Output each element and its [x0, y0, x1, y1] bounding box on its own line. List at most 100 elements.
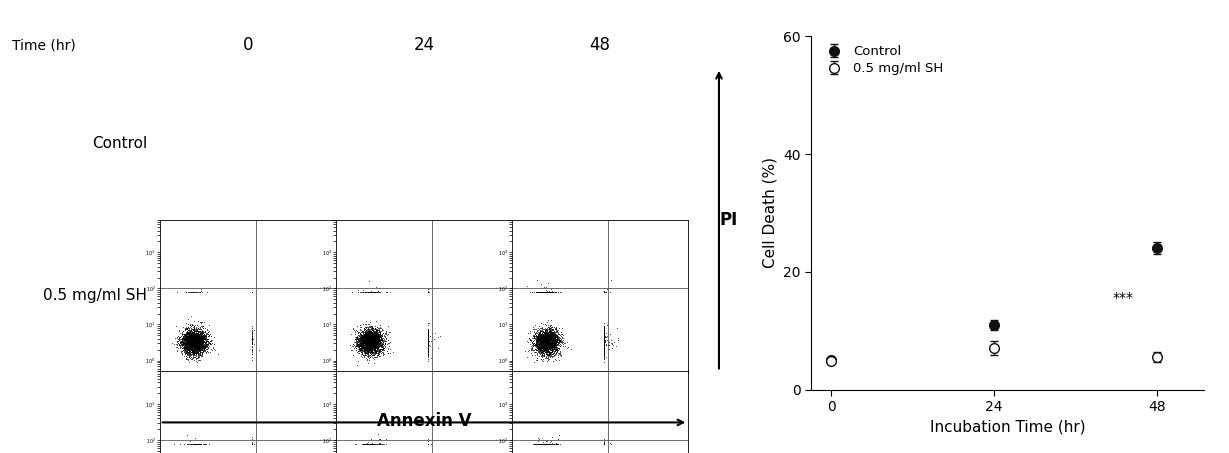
Point	[193, 327, 213, 334]
Point	[187, 341, 206, 348]
Point	[418, 335, 438, 342]
Point	[367, 335, 387, 342]
Point	[175, 336, 194, 343]
Point	[595, 349, 614, 357]
Point	[178, 349, 198, 356]
Point	[595, 334, 614, 342]
Point	[190, 335, 210, 342]
Point	[532, 336, 552, 343]
Point	[353, 328, 372, 335]
Point	[361, 332, 381, 339]
Point	[595, 288, 614, 295]
Point	[355, 337, 375, 345]
Point	[543, 329, 563, 337]
Point	[359, 338, 379, 346]
Point	[242, 440, 262, 447]
Point	[418, 440, 438, 447]
Point	[184, 335, 204, 342]
Point	[187, 341, 206, 348]
Point	[183, 337, 203, 344]
Point	[541, 341, 560, 348]
Point	[186, 440, 205, 447]
Point	[186, 337, 205, 344]
Point	[538, 332, 558, 339]
Point	[188, 335, 208, 342]
Point	[369, 342, 388, 349]
Point	[522, 351, 542, 358]
Point	[361, 344, 381, 352]
Point	[189, 346, 209, 353]
Point	[526, 335, 546, 342]
Point	[366, 327, 386, 334]
Point	[532, 345, 552, 352]
Point	[195, 342, 215, 350]
Point	[192, 336, 211, 343]
Point	[363, 335, 382, 342]
Point	[531, 339, 551, 347]
Point	[418, 440, 438, 447]
Point	[350, 329, 370, 337]
Point	[372, 341, 392, 348]
Point	[176, 349, 195, 356]
Point	[365, 344, 385, 352]
Point	[363, 328, 382, 335]
Point	[595, 288, 614, 295]
Point	[361, 337, 381, 345]
Point	[184, 331, 204, 338]
Point	[541, 351, 560, 358]
Point	[535, 340, 554, 347]
Point	[528, 332, 548, 339]
Point	[355, 335, 375, 342]
Point	[542, 347, 562, 354]
Point	[526, 348, 546, 355]
Point	[364, 328, 383, 335]
Point	[537, 335, 557, 342]
Point	[595, 288, 614, 295]
Point	[359, 288, 379, 295]
Point	[193, 340, 213, 347]
Point	[541, 342, 560, 349]
Point	[418, 440, 438, 447]
Point	[178, 334, 198, 342]
Point	[544, 337, 564, 345]
Point	[530, 333, 549, 340]
Point	[351, 342, 371, 350]
Point	[190, 337, 210, 344]
Point	[197, 327, 216, 334]
Point	[538, 330, 558, 337]
Point	[354, 332, 374, 339]
Point	[181, 343, 200, 350]
Point	[537, 345, 557, 352]
Point	[179, 353, 199, 361]
Point	[595, 288, 614, 295]
Point	[537, 332, 557, 339]
Point	[358, 440, 377, 447]
Point	[537, 336, 557, 343]
Point	[367, 343, 387, 350]
Point	[350, 341, 370, 348]
Point	[189, 332, 209, 339]
Point	[358, 334, 377, 342]
Point	[541, 336, 560, 343]
Point	[360, 345, 380, 352]
Point	[348, 342, 367, 349]
Point	[242, 288, 262, 295]
Point	[595, 440, 614, 447]
Point	[595, 335, 614, 342]
Point	[181, 337, 200, 344]
Point	[530, 332, 549, 339]
Point	[186, 333, 205, 341]
Point	[367, 337, 387, 344]
Point	[186, 333, 205, 341]
Point	[358, 333, 377, 340]
Point	[366, 332, 386, 339]
Point	[184, 346, 204, 353]
Point	[187, 342, 206, 349]
Point	[369, 334, 388, 342]
Point	[541, 339, 560, 347]
Point	[532, 332, 552, 339]
Point	[595, 440, 614, 447]
Point	[546, 336, 565, 343]
Point	[595, 288, 614, 295]
Point	[242, 440, 262, 447]
